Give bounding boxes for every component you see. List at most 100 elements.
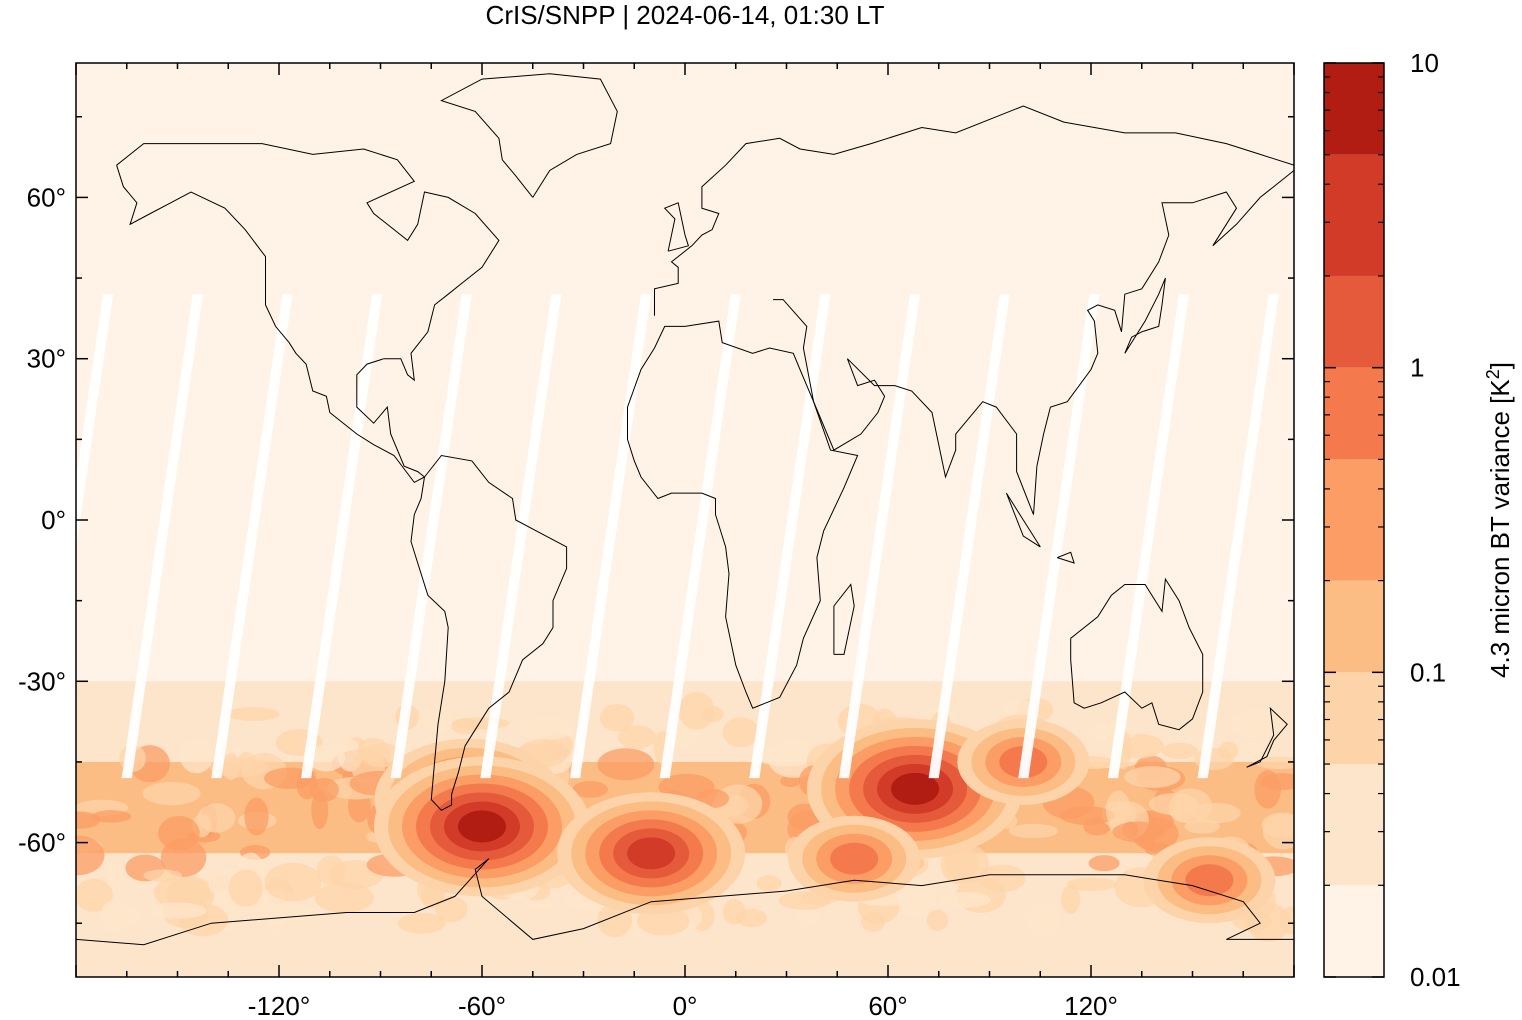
orbit-gap <box>300 294 383 779</box>
coastline-5 <box>1070 577 1204 731</box>
texture-patch <box>722 717 759 748</box>
y-tick-label: 30° <box>27 344 66 374</box>
texture-patch <box>227 707 280 722</box>
texture-patch <box>702 705 724 723</box>
texture-patch <box>1059 806 1115 825</box>
texture-patch <box>102 904 142 927</box>
texture-patch <box>519 716 574 741</box>
coastline-11 <box>1005 492 1041 548</box>
texture-patch <box>1122 821 1139 839</box>
coastline-2 <box>627 320 859 709</box>
texture-patch <box>1254 770 1282 809</box>
colorbar-label: 4.3 micron BT variance [K2] <box>1483 362 1515 678</box>
colorbar-frame <box>1323 62 1385 978</box>
texture-patch <box>926 909 949 931</box>
coastline-9 <box>1124 277 1166 354</box>
texture-patch <box>237 751 255 772</box>
plot-area <box>76 63 1294 977</box>
variance-band-0 <box>76 63 1294 359</box>
colorbar: 10 1 0.1 0.01 <box>1323 48 1461 992</box>
texture-patch <box>898 878 936 918</box>
colorbar-tick-label: 0.1 <box>1410 657 1446 687</box>
texture-patch <box>179 738 214 774</box>
x-tick-label: 0° <box>673 991 698 1020</box>
orbit-gap <box>1107 294 1190 779</box>
colorbar-segment <box>1324 154 1384 276</box>
texture-patch <box>1066 877 1118 892</box>
colorbar-segment <box>1324 672 1384 765</box>
hotspot-6-level-5 <box>1185 864 1234 897</box>
texture-patch <box>316 855 346 886</box>
orbit-gap <box>838 294 921 779</box>
x-tick-label: 120° <box>1064 991 1118 1020</box>
texture-patch <box>1239 741 1266 762</box>
texture-patch <box>1105 790 1131 829</box>
x-tick-label: -60° <box>458 991 506 1020</box>
x-axis: -120° -60° 0° 60° 120° <box>75 63 1295 1020</box>
colorbar-segment <box>1324 459 1384 581</box>
coastline-4 <box>773 170 1294 515</box>
texture-patch <box>307 744 346 772</box>
texture-patch <box>1255 756 1294 770</box>
colorbar-tick-label: 0.01 <box>1410 962 1461 992</box>
texture-patch <box>142 781 201 806</box>
texture-patch <box>940 891 991 908</box>
coastline-3 <box>654 105 1294 316</box>
texture-patch <box>1061 884 1081 914</box>
orbit-gap <box>569 294 652 779</box>
texture-patch <box>1088 855 1120 872</box>
orbit-gap <box>749 294 831 779</box>
orbit-gap <box>390 294 472 779</box>
orbit-gap <box>928 294 1010 779</box>
x-tick-label: -120° <box>248 991 310 1020</box>
orbit-gap <box>659 294 741 779</box>
texture-patch <box>435 895 468 923</box>
texture-patch <box>76 835 105 876</box>
hotspot-5-level-5 <box>830 842 879 875</box>
coastline-1 <box>410 454 568 811</box>
colorbar-segment <box>1324 275 1384 368</box>
coastline-13 <box>1246 706 1288 768</box>
texture-patch <box>796 907 819 927</box>
colorbar-segment <box>1324 885 1384 977</box>
texture-patch <box>197 803 236 833</box>
colorbar-tick-label: 10 <box>1410 48 1439 78</box>
coastline-7 <box>440 73 618 198</box>
texture-patch <box>1008 823 1059 839</box>
texture-patch <box>599 703 635 732</box>
texture-patch <box>357 737 389 763</box>
colorbar-segment <box>1324 764 1384 886</box>
colorbar-segment <box>1324 580 1384 673</box>
texture-patch <box>452 717 510 730</box>
texture-patch <box>1190 802 1241 824</box>
chart-title: CrIS/SNPP | 2024-06-14, 01:30 LT <box>486 0 885 30</box>
orbit-gap <box>121 294 203 779</box>
texture-patch <box>778 891 831 910</box>
variance-hotspots <box>374 718 1276 924</box>
y-axis: 60° 30° 0° -30° -60° <box>18 116 1294 924</box>
texture-patch <box>678 691 715 730</box>
hotspot-3-level-8 <box>891 772 940 805</box>
texture-patch <box>756 875 782 892</box>
texture-patch <box>76 878 113 912</box>
orbit-gap <box>1197 294 1279 779</box>
coastlines <box>76 73 1294 946</box>
texture-patch <box>597 748 655 781</box>
texture-patch <box>228 869 263 907</box>
texture-patch <box>244 797 269 836</box>
texture-patch <box>397 912 446 934</box>
texture-patch <box>780 775 801 788</box>
texture-patch <box>91 810 132 823</box>
texture-patch <box>143 869 182 882</box>
texture-patch <box>572 780 608 798</box>
y-tick-label: 0° <box>41 505 66 535</box>
coastline-0 <box>116 143 500 484</box>
orbit-gap <box>1018 294 1100 779</box>
hotspot-1-level-8 <box>458 810 506 843</box>
x-tick-label: 60° <box>868 991 907 1020</box>
texture-patch <box>1025 902 1060 938</box>
texture-patch <box>158 815 200 851</box>
colorbar-segment <box>1324 63 1384 155</box>
texture-patch <box>264 862 322 902</box>
